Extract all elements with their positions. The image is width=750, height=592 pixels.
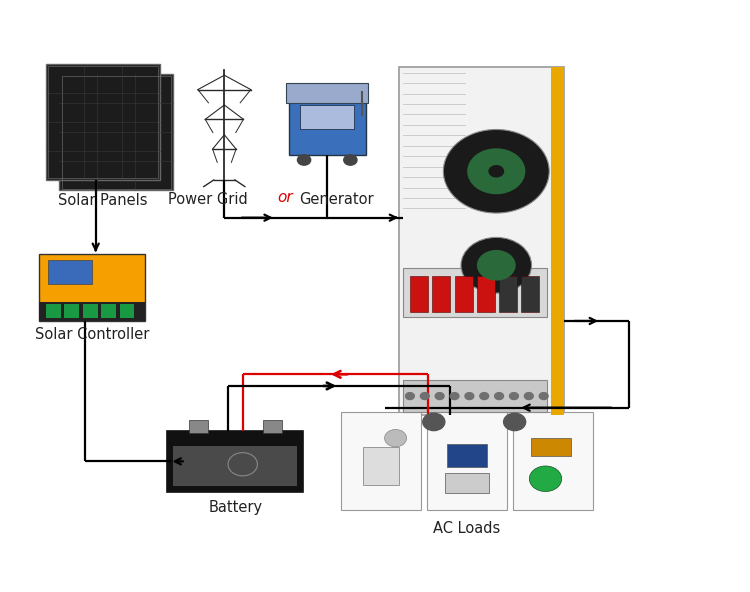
FancyBboxPatch shape xyxy=(531,438,572,455)
Circle shape xyxy=(435,392,444,400)
Circle shape xyxy=(465,392,474,400)
Circle shape xyxy=(344,155,357,165)
FancyBboxPatch shape xyxy=(82,304,98,318)
FancyBboxPatch shape xyxy=(39,302,146,321)
FancyBboxPatch shape xyxy=(119,304,134,318)
Text: Solar Panels: Solar Panels xyxy=(58,194,148,208)
FancyBboxPatch shape xyxy=(262,420,281,433)
Circle shape xyxy=(480,392,489,400)
Circle shape xyxy=(477,250,516,281)
FancyBboxPatch shape xyxy=(362,447,399,484)
FancyBboxPatch shape xyxy=(432,276,450,311)
FancyBboxPatch shape xyxy=(173,446,298,486)
Circle shape xyxy=(539,392,548,400)
Circle shape xyxy=(467,148,526,194)
FancyBboxPatch shape xyxy=(477,276,495,311)
FancyBboxPatch shape xyxy=(340,412,421,510)
FancyBboxPatch shape xyxy=(499,276,517,311)
FancyBboxPatch shape xyxy=(403,380,548,412)
Circle shape xyxy=(443,130,549,213)
FancyBboxPatch shape xyxy=(39,254,146,321)
FancyBboxPatch shape xyxy=(445,473,489,493)
Circle shape xyxy=(504,413,526,430)
FancyBboxPatch shape xyxy=(289,89,366,155)
FancyBboxPatch shape xyxy=(427,412,507,510)
FancyBboxPatch shape xyxy=(59,75,173,191)
FancyBboxPatch shape xyxy=(300,105,354,128)
Circle shape xyxy=(406,392,414,400)
Text: AC Loads: AC Loads xyxy=(433,521,500,536)
Circle shape xyxy=(385,429,406,447)
FancyBboxPatch shape xyxy=(167,431,303,492)
FancyBboxPatch shape xyxy=(410,276,428,311)
Circle shape xyxy=(509,392,518,400)
FancyBboxPatch shape xyxy=(101,304,116,318)
FancyBboxPatch shape xyxy=(513,412,593,510)
FancyBboxPatch shape xyxy=(403,268,548,317)
Circle shape xyxy=(524,392,533,400)
Text: Power Grid: Power Grid xyxy=(167,192,248,207)
Circle shape xyxy=(450,392,459,400)
Text: Generator: Generator xyxy=(299,192,374,207)
FancyBboxPatch shape xyxy=(47,260,92,284)
Circle shape xyxy=(423,413,445,430)
FancyBboxPatch shape xyxy=(399,67,564,415)
Text: Solar Controller: Solar Controller xyxy=(34,327,149,342)
Circle shape xyxy=(530,466,562,491)
Text: or: or xyxy=(278,190,293,205)
FancyBboxPatch shape xyxy=(521,276,539,311)
FancyBboxPatch shape xyxy=(46,64,160,180)
FancyBboxPatch shape xyxy=(551,67,564,415)
Circle shape xyxy=(495,392,503,400)
FancyBboxPatch shape xyxy=(454,276,472,311)
FancyBboxPatch shape xyxy=(64,304,80,318)
FancyBboxPatch shape xyxy=(286,83,368,103)
FancyBboxPatch shape xyxy=(447,444,487,467)
Circle shape xyxy=(420,392,429,400)
FancyBboxPatch shape xyxy=(189,420,209,433)
Circle shape xyxy=(461,237,532,293)
Circle shape xyxy=(488,165,504,178)
FancyBboxPatch shape xyxy=(46,304,61,318)
Circle shape xyxy=(298,155,310,165)
Text: Battery: Battery xyxy=(209,500,262,515)
